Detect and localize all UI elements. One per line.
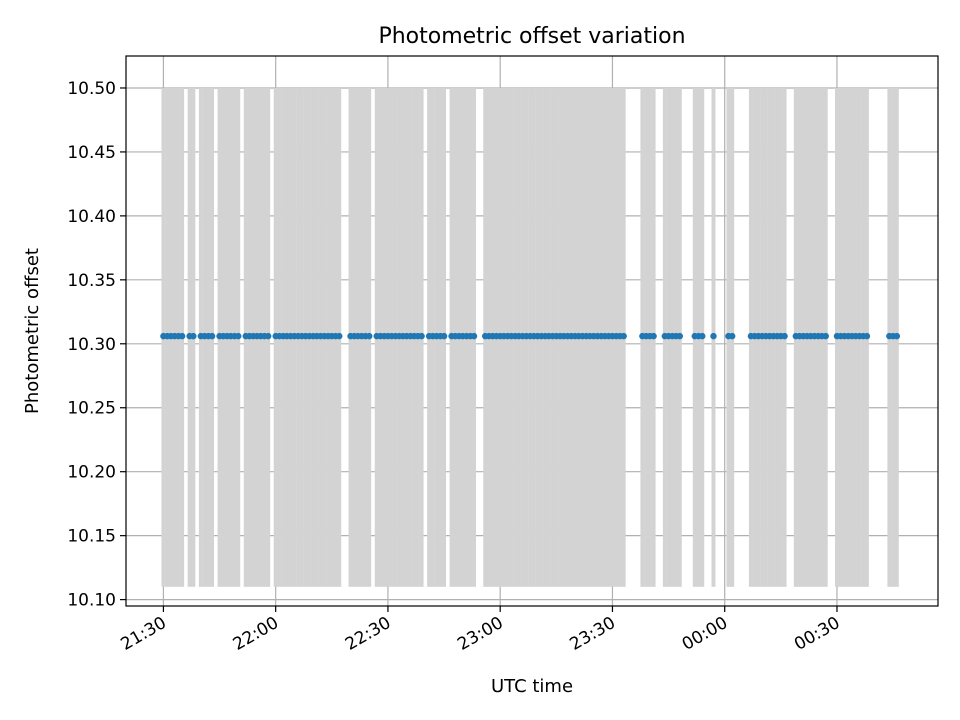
data-point bbox=[676, 332, 684, 340]
data-point bbox=[418, 332, 425, 340]
y-tick-label: 10.10 bbox=[67, 591, 116, 611]
chart-title: Photometric offset variation bbox=[378, 24, 685, 49]
data-point bbox=[470, 332, 478, 340]
y-tick-label: 10.45 bbox=[67, 143, 116, 163]
data-point bbox=[208, 332, 216, 340]
plot-area bbox=[125, 55, 939, 607]
y-tick-label: 10.15 bbox=[67, 527, 116, 547]
y-tick-label: 10.30 bbox=[67, 335, 116, 355]
x-axis-label: UTC time bbox=[491, 676, 573, 697]
data-point bbox=[336, 332, 343, 340]
data-point bbox=[781, 332, 788, 340]
y-axis-label: Photometric offset bbox=[22, 248, 43, 414]
data-point bbox=[366, 332, 373, 340]
y-tick-label: 10.20 bbox=[67, 463, 116, 483]
data-point bbox=[710, 332, 717, 340]
data-point bbox=[728, 332, 736, 340]
data-point bbox=[620, 332, 627, 340]
y-tick-label: 10.50 bbox=[67, 79, 116, 99]
data-point bbox=[822, 332, 829, 340]
data-point bbox=[863, 332, 871, 340]
data-point bbox=[190, 332, 197, 340]
data-point bbox=[264, 332, 272, 340]
data-point bbox=[178, 332, 186, 340]
plot-frame bbox=[125, 55, 939, 607]
data-point bbox=[893, 332, 901, 340]
data-points bbox=[160, 332, 901, 340]
y-tick-label: 10.25 bbox=[67, 399, 116, 419]
data-point bbox=[440, 332, 448, 340]
data-point bbox=[650, 332, 657, 340]
data-point bbox=[699, 332, 706, 340]
y-tick-label: 10.40 bbox=[67, 207, 116, 227]
y-tick-label: 10.35 bbox=[67, 271, 116, 291]
y-axis-ticks: 10.10 10.15 10.20 10.25 10.30 10.35 10.40 10.45… bbox=[67, 79, 126, 611]
data-point bbox=[235, 332, 242, 340]
